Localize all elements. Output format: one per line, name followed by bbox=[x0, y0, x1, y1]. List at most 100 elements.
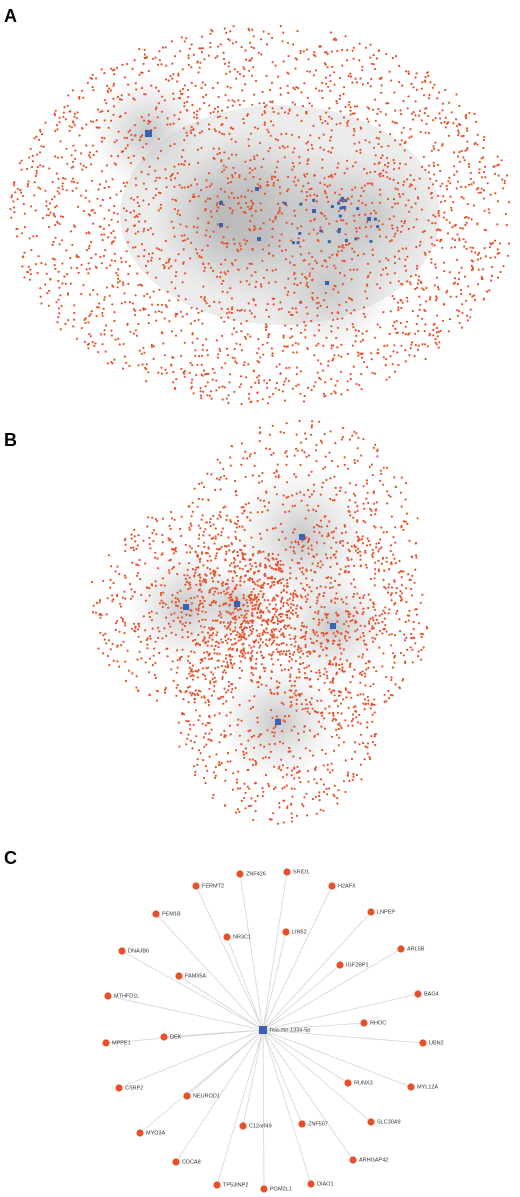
gene-label: DIAO1 bbox=[317, 1181, 334, 1187]
gene-node bbox=[192, 882, 200, 890]
gene-label: H2AFX bbox=[338, 883, 356, 889]
hub bbox=[376, 225, 380, 229]
gene-label: BAG4 bbox=[424, 991, 439, 997]
gene-label: LIN52 bbox=[292, 929, 307, 935]
gene-node bbox=[115, 1084, 123, 1092]
gene-label: PGM2L1 bbox=[270, 1186, 292, 1192]
gene-label: C12orf49 bbox=[249, 1123, 272, 1129]
hub bbox=[283, 201, 287, 205]
panel-label: B bbox=[4, 430, 17, 450]
hub bbox=[319, 229, 323, 233]
gene-node bbox=[397, 945, 405, 953]
gene-label: ARL5B bbox=[407, 946, 425, 952]
gene-node bbox=[183, 1092, 191, 1100]
gene-label: DEK bbox=[170, 1034, 182, 1040]
gene-node bbox=[213, 1181, 221, 1189]
hub bbox=[296, 241, 300, 245]
hub bbox=[354, 237, 358, 241]
hub bbox=[330, 205, 334, 209]
edge bbox=[262, 1029, 312, 1185]
edge bbox=[155, 913, 264, 1031]
gene-node bbox=[223, 933, 231, 941]
hub bbox=[275, 719, 281, 725]
edge bbox=[175, 1029, 264, 1163]
gene-node bbox=[298, 1120, 306, 1128]
gene-node bbox=[367, 1118, 375, 1126]
gene-node bbox=[260, 1185, 268, 1193]
gene-label: MTHFD1L bbox=[114, 993, 139, 999]
gene-label: ZNF507 bbox=[308, 1121, 328, 1127]
gene-node bbox=[336, 961, 344, 969]
edge bbox=[262, 1029, 424, 1044]
edge bbox=[139, 1029, 264, 1134]
edge bbox=[262, 993, 419, 1031]
gene-node bbox=[152, 910, 160, 918]
gene-label: NEUROD1 bbox=[193, 1093, 220, 1099]
gene-label: MPPE1 bbox=[112, 1040, 131, 1046]
hub bbox=[327, 240, 331, 244]
gene-label: MYO3A bbox=[146, 1130, 166, 1136]
gene-node bbox=[367, 908, 375, 916]
gene-node bbox=[136, 1129, 144, 1137]
hub bbox=[219, 201, 223, 205]
hub bbox=[344, 199, 348, 203]
mirna-label: hsa-mir-133a-5p bbox=[270, 1027, 310, 1033]
gene-label: FAM35A bbox=[185, 973, 206, 979]
hub bbox=[338, 214, 342, 218]
edge bbox=[262, 964, 341, 1031]
hub bbox=[337, 230, 341, 234]
gene-node bbox=[172, 1158, 180, 1166]
hub bbox=[343, 206, 347, 210]
network-b bbox=[90, 419, 429, 825]
edge bbox=[118, 1029, 264, 1089]
gene-label: NR3C1 bbox=[233, 934, 251, 940]
edge bbox=[262, 1029, 412, 1088]
gene-node bbox=[118, 947, 126, 955]
network-a bbox=[9, 25, 511, 406]
edge bbox=[262, 1029, 372, 1123]
edge bbox=[262, 1022, 365, 1031]
gene-node bbox=[175, 972, 183, 980]
hub bbox=[373, 217, 377, 221]
hub bbox=[234, 601, 240, 607]
gene-label: DNAJB6 bbox=[128, 948, 149, 954]
haze bbox=[120, 105, 440, 325]
hub bbox=[340, 198, 344, 202]
edge bbox=[262, 931, 287, 1031]
gene-node bbox=[160, 1033, 168, 1041]
hub bbox=[298, 231, 302, 235]
hub bbox=[299, 534, 305, 540]
hub bbox=[219, 223, 223, 227]
edge bbox=[195, 885, 264, 1031]
edge bbox=[178, 975, 264, 1031]
gene-label: SLC30A9 bbox=[377, 1119, 401, 1125]
gene-node bbox=[239, 1122, 247, 1130]
edge bbox=[262, 1029, 265, 1190]
hub bbox=[337, 201, 341, 205]
mirna-node bbox=[259, 1026, 267, 1034]
gene-label: FERMT2 bbox=[202, 883, 224, 889]
gene-node bbox=[104, 992, 112, 1000]
edge bbox=[262, 885, 333, 1031]
panel-label: C bbox=[4, 848, 17, 868]
gene-node bbox=[414, 990, 422, 998]
hub bbox=[312, 198, 316, 202]
gene-label: UBN2 bbox=[429, 1040, 444, 1046]
hub bbox=[299, 202, 303, 206]
gene-label: ARHGAP42 bbox=[359, 1157, 388, 1163]
gene-node bbox=[282, 928, 290, 936]
gene-node bbox=[283, 868, 291, 876]
gene-node bbox=[407, 1083, 415, 1091]
hub bbox=[369, 239, 373, 243]
hub bbox=[344, 238, 348, 242]
edge bbox=[262, 948, 402, 1031]
hub bbox=[292, 241, 296, 245]
edge bbox=[107, 995, 264, 1031]
hub bbox=[312, 209, 316, 213]
nodes bbox=[90, 419, 429, 825]
hub bbox=[356, 207, 360, 211]
gene-label: ZNF426 bbox=[246, 871, 266, 877]
hub bbox=[325, 281, 329, 285]
hub bbox=[255, 187, 259, 191]
